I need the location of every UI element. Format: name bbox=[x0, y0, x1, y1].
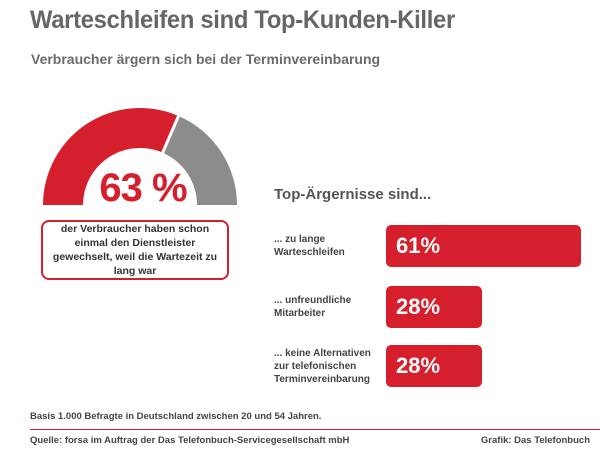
chart-subtitle: Verbraucher ärgern sich bei der Terminve… bbox=[31, 51, 381, 67]
bar-category-label: ... zu lange Warteschleifen bbox=[274, 233, 345, 259]
footnote-basis: Basis 1.000 Befragte in Deutschland zwis… bbox=[30, 411, 322, 422]
gauge-value-segment bbox=[43, 107, 179, 205]
footer-divider bbox=[30, 429, 600, 430]
chart-title: Warteschleifen sind Top-Kunden-Killer bbox=[30, 6, 455, 34]
bar: 28% bbox=[386, 345, 482, 387]
footer-source: Quelle: forsa im Auftrag der Das Telefon… bbox=[30, 435, 350, 446]
gauge-value-label: 63 % bbox=[99, 166, 187, 210]
bar-category-label-line: Warteschleifen bbox=[274, 247, 345, 258]
bar-value-label: 28% bbox=[396, 294, 441, 319]
bar: 61% bbox=[386, 225, 581, 267]
bar-category-label-line: ... keine Alternativen bbox=[274, 347, 371, 359]
bar-category-label-line: ... unfreundliche bbox=[274, 295, 352, 306]
gauge-divider bbox=[160, 113, 181, 156]
bar-value-label: 61% bbox=[396, 233, 441, 258]
gauge-rest-segment bbox=[162, 115, 237, 205]
footer-credit: Grafik: Das Telefonbuch bbox=[480, 435, 590, 446]
bar-category-label-line: ... zu lange bbox=[274, 234, 326, 245]
bar-chart-title: Top-Ärgernisse sind... bbox=[274, 186, 432, 203]
bar: 28% bbox=[386, 286, 482, 328]
bar-category-label: ... keine Alternativen zur telefonischen T… bbox=[274, 347, 371, 386]
bar-category-label-line: Terminvereinbarung bbox=[274, 373, 370, 385]
bar-value-label: 28% bbox=[396, 353, 441, 378]
bar-category-label: ... unfreundliche Mitarbeiter bbox=[274, 294, 351, 320]
gauge-caption: der Verbraucher haben schon einmal den D… bbox=[41, 220, 229, 280]
bar-category-label-line: Mitarbeiter bbox=[274, 308, 326, 319]
bar-category-label-line: zur telefonischen bbox=[274, 360, 357, 372]
